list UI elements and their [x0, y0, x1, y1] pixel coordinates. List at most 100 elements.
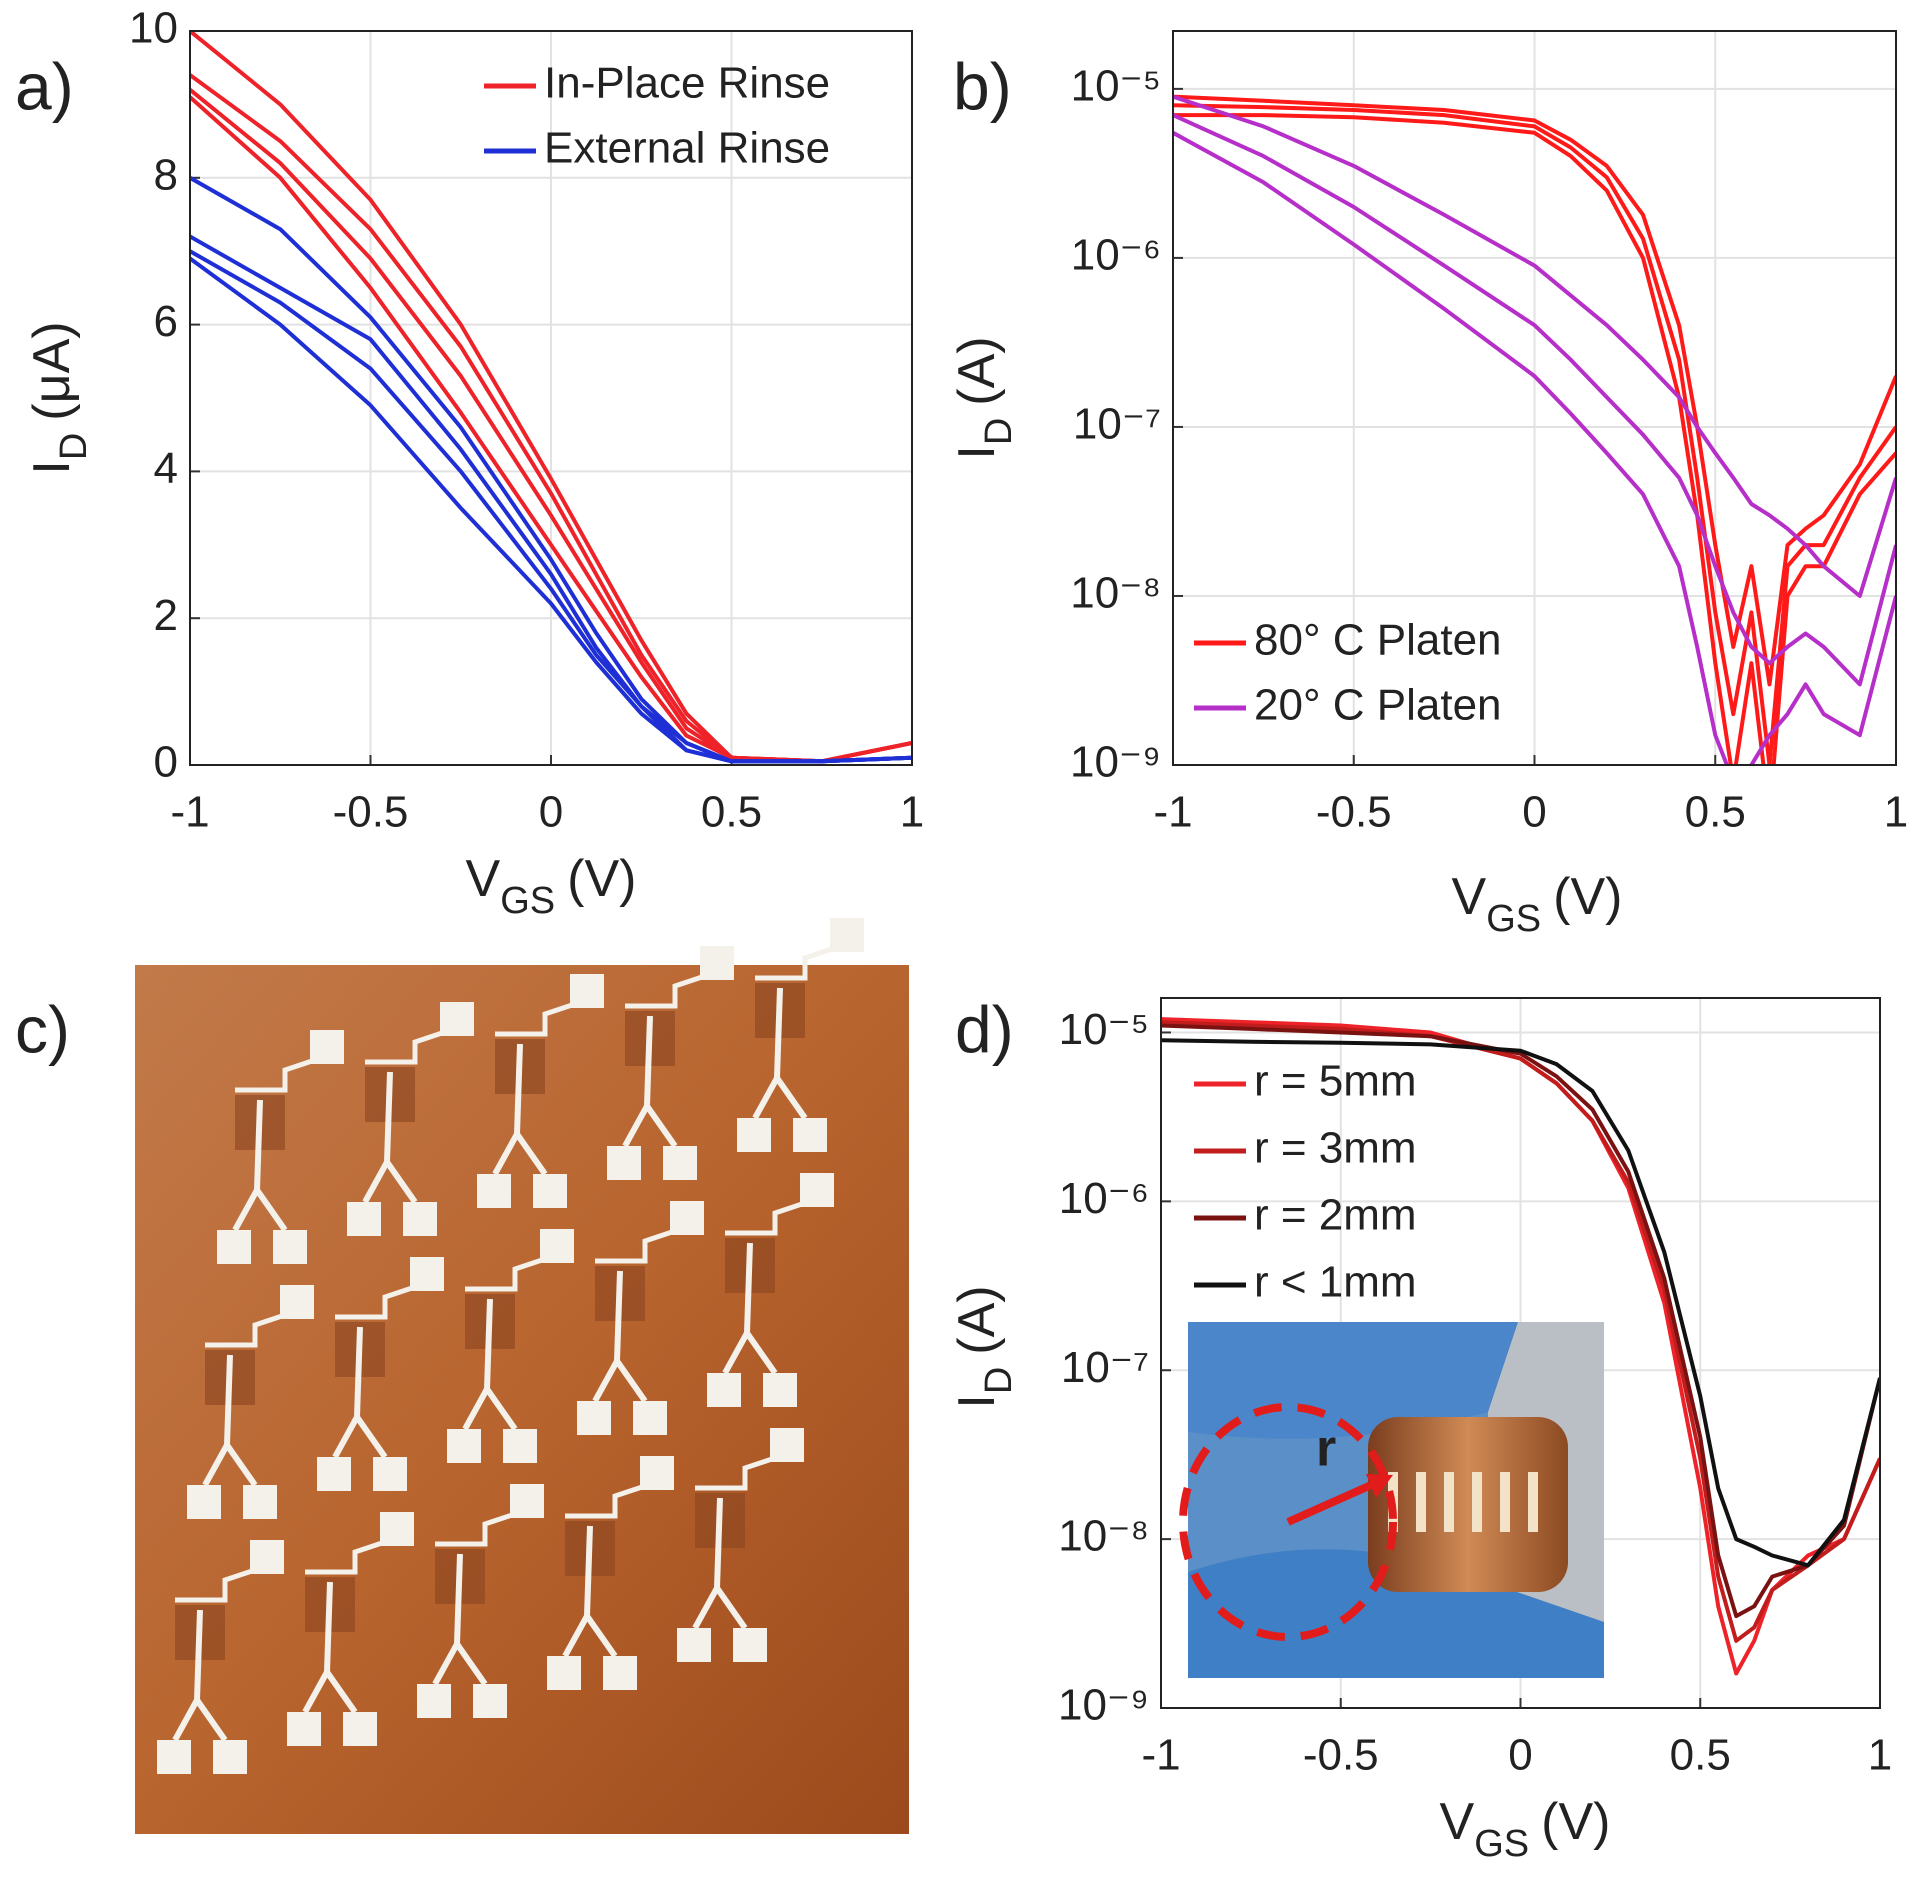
axis-label-unit: (V) [567, 850, 636, 908]
y-tick-label: 10⁻⁶ [1071, 231, 1161, 280]
pad [663, 1146, 697, 1180]
axis-label-subscript: GS [1474, 1823, 1529, 1865]
pad [310, 1030, 344, 1064]
radius-arrow [1286, 1478, 1380, 1526]
transistor [347, 1002, 474, 1236]
axis-label-symbol: I [948, 445, 1006, 459]
curve [1173, 131, 1896, 765]
y-tick-label: 10⁻⁸ [1058, 1512, 1149, 1561]
curve [1173, 113, 1896, 687]
transistor [447, 1229, 574, 1463]
pad [373, 1457, 407, 1491]
axis-label-subscript: GS [500, 880, 555, 922]
pad [793, 1118, 827, 1152]
pad [417, 1684, 451, 1718]
x-tick-label: -1 [1153, 788, 1192, 837]
pad [187, 1485, 221, 1519]
pad [640, 1456, 674, 1490]
film-device [1472, 1472, 1482, 1532]
pad [217, 1230, 251, 1264]
axis-label-symbol: V [1440, 1793, 1475, 1851]
pad [770, 1428, 804, 1462]
pad [707, 1373, 741, 1407]
trace [305, 1539, 386, 1575]
axis-label-unit: (V) [1541, 1793, 1610, 1851]
x-tick-label: 0 [539, 788, 563, 837]
transistor [187, 1285, 314, 1519]
x-tick-label: 1 [1868, 1731, 1892, 1780]
transistor [737, 918, 864, 1152]
pad [547, 1656, 581, 1690]
trace [565, 1483, 646, 1519]
pad [800, 1173, 834, 1207]
y-tick-label: 10⁻⁹ [1070, 738, 1161, 787]
axis-label: VGS (V) [1440, 1793, 1611, 1865]
transistor [287, 1512, 414, 1746]
transistor [217, 1030, 344, 1264]
pad [677, 1628, 711, 1662]
panel-label: a) [15, 49, 74, 123]
transistor [417, 1484, 544, 1718]
film-device [1528, 1472, 1538, 1532]
axis-label: ID (μA) [23, 321, 95, 474]
trace [695, 1455, 776, 1491]
legend-label: r = 3mm [1254, 1124, 1417, 1173]
x-tick-label: 0.5 [1685, 788, 1746, 837]
legend-label: 20° C Platen [1254, 681, 1502, 730]
rolled-film [1368, 1417, 1568, 1592]
legend-label: r = 2mm [1254, 1191, 1417, 1240]
curve [190, 256, 912, 764]
film-device [1416, 1472, 1426, 1532]
pad [763, 1373, 797, 1407]
x-tick-label: 0.5 [1670, 1731, 1731, 1780]
axis-label-subscript: D [978, 1367, 1020, 1394]
y-tick-label: 8 [154, 150, 178, 199]
y-tick-label: 10⁻⁶ [1059, 1174, 1149, 1223]
trace [362, 1071, 418, 1204]
y-tick-label: 10 [129, 4, 178, 53]
pad [473, 1684, 507, 1718]
axis-label-subscript: D [53, 433, 95, 460]
pad [477, 1174, 511, 1208]
legend-label: r = 5mm [1254, 1057, 1417, 1106]
axis-label-symbol: I [23, 460, 81, 474]
x-tick-label: 1 [1884, 788, 1908, 837]
radius-circle [1179, 1403, 1397, 1641]
pad [287, 1712, 321, 1746]
axis-label: ID (A) [948, 336, 1020, 459]
pad [317, 1457, 351, 1491]
pad [570, 974, 604, 1008]
pad [577, 1401, 611, 1435]
plot-frame [189, 30, 913, 766]
transistor [607, 946, 734, 1180]
pad [830, 918, 864, 952]
curves [190, 31, 912, 764]
axis-label-symbol: I [948, 1394, 1006, 1408]
legend-label: 80° C Platen [1254, 616, 1502, 665]
y-tick-label: 2 [154, 591, 178, 640]
axis-label-unit: (A) [948, 1285, 1006, 1354]
trace [622, 1015, 678, 1148]
axis-label-subscript: GS [1486, 898, 1541, 940]
curve [1173, 94, 1896, 598]
trace [725, 1200, 806, 1236]
curve [1161, 1038, 1880, 1568]
film-device [1444, 1472, 1454, 1532]
pad [157, 1740, 191, 1774]
trace [462, 1298, 518, 1431]
pad [607, 1146, 641, 1180]
pad [380, 1512, 414, 1546]
trace [332, 1326, 388, 1459]
legend-label: External Rinse [544, 124, 830, 173]
y-tick-label: 6 [154, 297, 178, 346]
y-tick-label: 10⁻⁹ [1058, 1681, 1149, 1730]
inset-photo: r [1179, 1322, 1604, 1678]
pad [540, 1229, 574, 1263]
trace [755, 945, 836, 981]
transistor [577, 1201, 704, 1435]
pad [700, 946, 734, 980]
trace [205, 1312, 286, 1348]
device-photo [135, 918, 909, 1834]
pad [410, 1257, 444, 1291]
trace [335, 1284, 416, 1320]
